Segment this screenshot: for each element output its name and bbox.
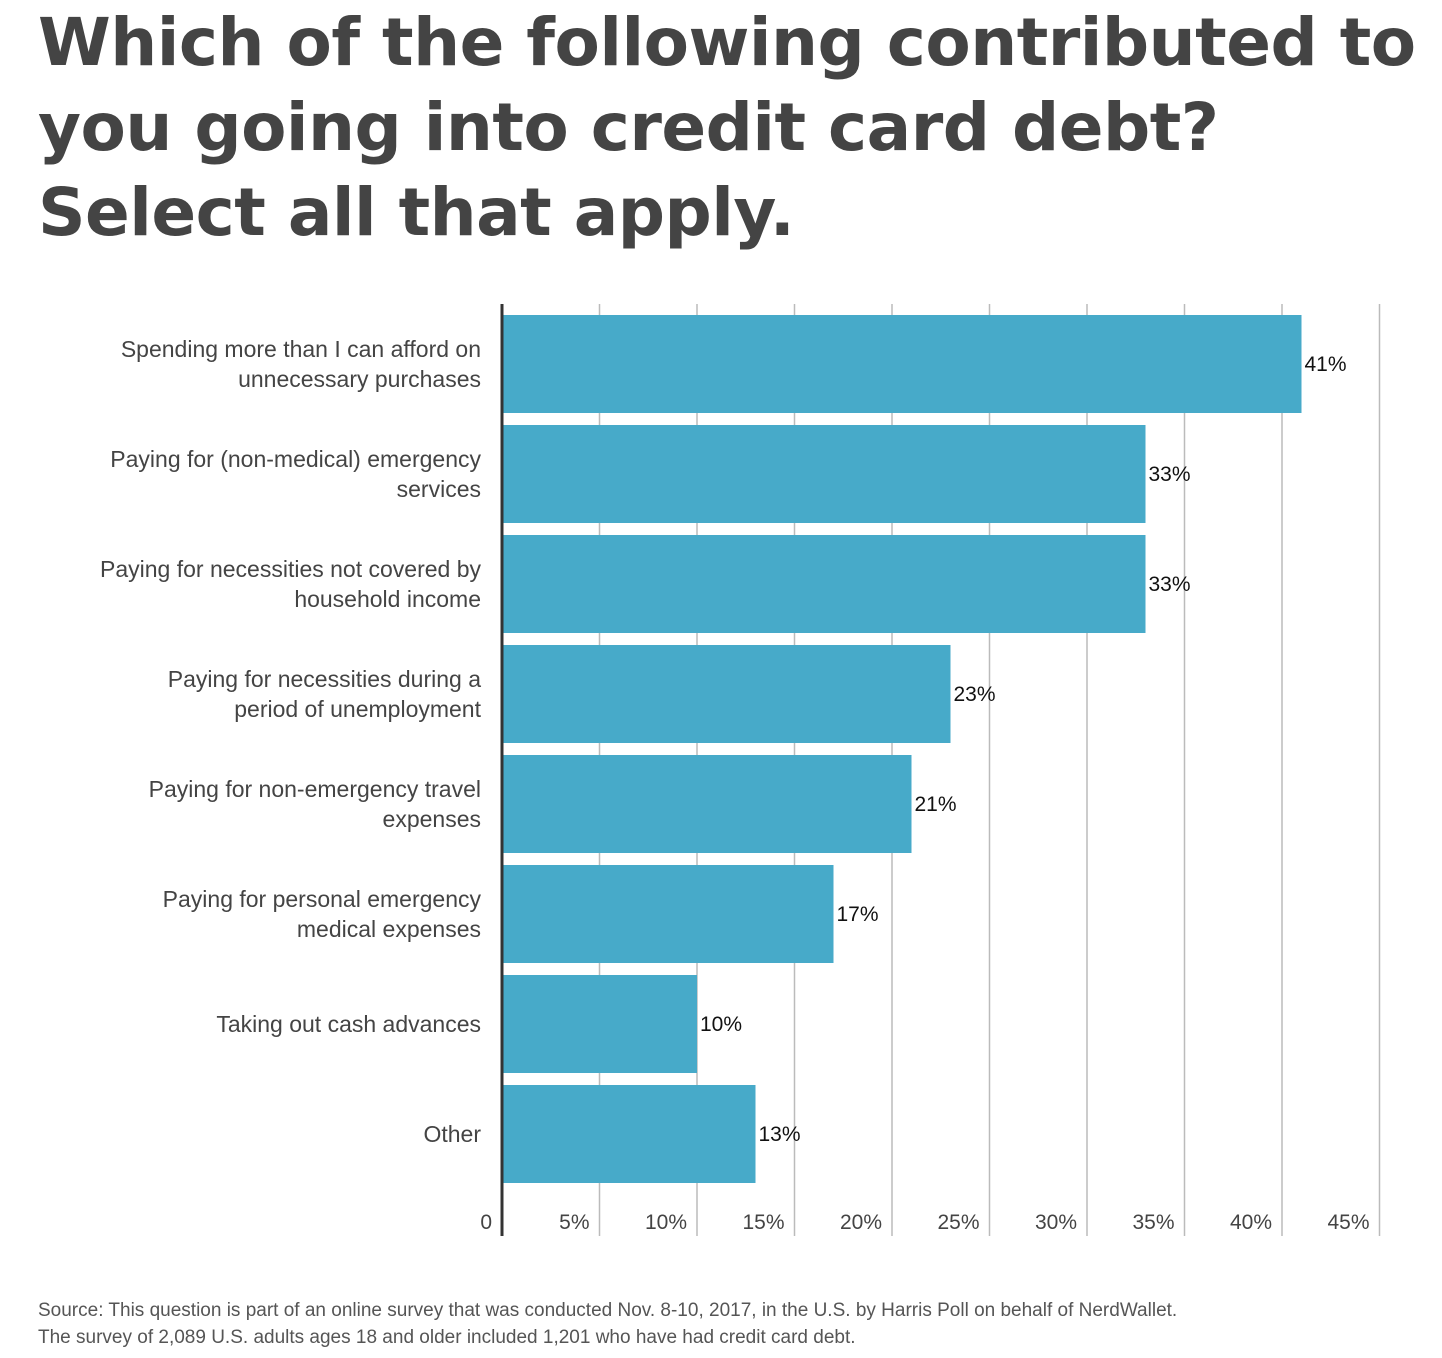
bar: [502, 1085, 756, 1183]
category-label: Spending more than I can afford on: [121, 336, 481, 362]
bar-value-label: 13%: [759, 1123, 801, 1146]
x-tick-label: 45%: [1327, 1211, 1369, 1234]
x-tick-label: 40%: [1230, 1211, 1272, 1234]
source-note-line-2: The survey of 2,089 U.S. adults ages 18 …: [38, 1327, 856, 1348]
chart-title-line-2: you going into credit card debt?: [38, 89, 1219, 166]
bar: [502, 975, 697, 1073]
x-tick-label: 30%: [1035, 1211, 1077, 1234]
bar: [502, 865, 834, 963]
category-label: services: [397, 476, 481, 502]
bar-value-label: 10%: [700, 1013, 742, 1036]
category-label: Paying for (non-medical) emergency: [110, 446, 481, 472]
category-label: Paying for non-emergency travel: [149, 776, 481, 802]
x-tick-label: 15%: [742, 1211, 784, 1234]
category-label: Paying for necessities during a: [168, 666, 481, 692]
bar: [502, 535, 1146, 633]
bar-value-label: 41%: [1305, 353, 1347, 376]
category-label: unnecessary purchases: [238, 366, 481, 392]
category-label: period of unemployment: [234, 696, 481, 722]
category-label: medical expenses: [297, 916, 481, 942]
bar: [502, 425, 1146, 523]
category-label: expenses: [383, 806, 481, 832]
category-label: household income: [294, 586, 481, 612]
chart-title-line-3: Select all that apply.: [38, 174, 795, 251]
chart-title: Which of the following contributed to yo…: [38, 0, 1418, 255]
category-label: Paying for personal emergency: [163, 886, 482, 912]
x-tick-label: 0: [480, 1211, 492, 1234]
bar-value-label: 23%: [954, 683, 996, 706]
bar: [502, 315, 1302, 413]
x-tick-label: 20%: [840, 1211, 882, 1234]
bar: [502, 755, 912, 853]
bar-value-label: 33%: [1149, 463, 1191, 486]
source-note-line-1: Source: This question is part of an onli…: [38, 1300, 1178, 1321]
bar-value-label: 33%: [1149, 573, 1191, 596]
x-tick-label: 25%: [937, 1211, 979, 1234]
x-tick-label: 5%: [559, 1211, 589, 1234]
category-label: Taking out cash advances: [216, 1011, 481, 1037]
x-tick-label: 10%: [645, 1211, 687, 1234]
chart-title-line-1: Which of the following contributed to: [38, 4, 1416, 81]
category-label: Other: [423, 1121, 481, 1147]
category-label: Paying for necessities not covered by: [100, 556, 481, 582]
x-tick-label: 35%: [1132, 1211, 1174, 1234]
bar: [502, 645, 951, 743]
bar-chart: 41% Spending more than I can afford on unn…: [100, 304, 1381, 1236]
bar-value-label: 21%: [915, 793, 957, 816]
source-note: Source: This question is part of an onli…: [38, 1297, 1418, 1351]
bar-value-label: 17%: [837, 903, 879, 926]
